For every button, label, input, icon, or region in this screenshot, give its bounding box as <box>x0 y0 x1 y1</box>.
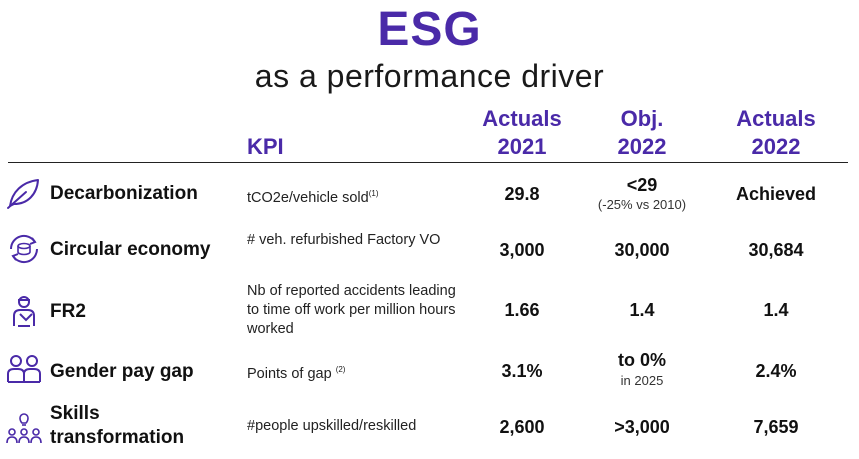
kpi-description: Nb of reported accidents leading to time… <box>247 283 456 337</box>
kpi-description: Points of gap (2) <box>247 360 467 384</box>
table-row: Circular economy # veh. refurbished Fact… <box>0 228 859 272</box>
row-label: Decarbonization <box>50 183 198 204</box>
actual-2022-value: 2.4% <box>755 361 797 381</box>
kpi-text: tCO2e/vehicle sold <box>247 189 369 206</box>
kpi-footnote: (1) <box>368 189 379 198</box>
leaf-icon <box>6 176 42 210</box>
row-label: FR2 <box>50 301 86 322</box>
table-row: Gender pay gap Points of gap (2) 3.1% to… <box>0 348 859 392</box>
subtitle: as a performance driver <box>254 58 605 94</box>
objective-2022-value: to 0% <box>617 350 666 370</box>
actuals-2022-header-line1: Actuals <box>736 106 816 131</box>
actual-2021-value: 1.66 <box>504 300 540 320</box>
title: ESG <box>377 3 482 56</box>
actuals-2021-header-line1: Actuals <box>482 106 562 131</box>
actual-2021-value: 2,600 <box>499 417 545 437</box>
objective-2022-note: (-25% vs 2010) <box>597 197 687 212</box>
kpi-description: tCO2e/vehicle sold(1) <box>247 184 467 208</box>
kpi-column-header: KPI <box>247 134 284 159</box>
objective-2022-note: in 2025 <box>620 373 664 388</box>
table-row: FR2 Nb of reported accidents leading to … <box>0 282 859 342</box>
kpi-description: #people upskilled/reskilled <box>247 418 417 434</box>
actuals-2022-header: Actuals 2022 <box>724 105 828 161</box>
objective-2022-value: >3,000 <box>614 417 670 437</box>
recycle-coin-icon <box>6 232 42 266</box>
row-label: Gender pay gap <box>50 361 194 382</box>
objective-2022-value: 1.4 <box>629 300 655 320</box>
row-label: Circular economy <box>50 239 211 260</box>
actual-2022-value: Achieved <box>735 184 817 204</box>
row-label-line1: Skills <box>50 403 100 424</box>
table-row: Decarbonization tCO2e/vehicle sold(1) 29… <box>0 172 859 216</box>
actual-2022-value: 7,659 <box>753 417 799 437</box>
kpi-text: Points of gap <box>247 365 332 382</box>
objective-2022-header-line2: 2022 <box>617 134 667 159</box>
actuals-2021-header-line2: 2021 <box>497 134 547 159</box>
actual-2021-value: 3.1% <box>501 361 543 381</box>
row-label-line2: transformation <box>50 427 185 448</box>
actual-2021-value: 3,000 <box>499 240 545 260</box>
objective-2022-header-line1: Obj. <box>620 106 664 131</box>
actual-2022-value: 30,684 <box>748 240 804 260</box>
actuals-2022-header-line2: 2022 <box>751 134 801 159</box>
objective-2022-value: <29 <box>626 175 658 195</box>
table-row: Skills transformation #people upskilled/… <box>0 402 859 456</box>
actual-2022-value: 1.4 <box>763 300 789 320</box>
actuals-2021-header: Actuals 2021 <box>470 105 574 161</box>
kpi-description: # veh. refurbished Factory VO <box>247 232 441 248</box>
kpi-footnote: (2) <box>335 365 346 374</box>
worker-icon <box>6 294 42 328</box>
objective-2022-value: 30,000 <box>614 240 670 260</box>
people-pair-icon <box>6 352 42 386</box>
objective-2022-header: Obj. 2022 <box>590 105 694 161</box>
actual-2021-value: 29.8 <box>504 184 540 204</box>
header-divider <box>8 162 848 163</box>
lightbulb-group-icon <box>6 410 42 444</box>
